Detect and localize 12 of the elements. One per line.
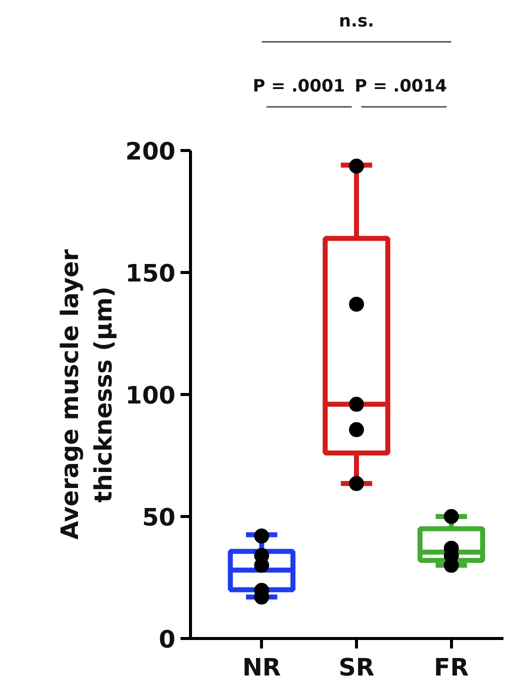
x-tick-label: SR: [338, 654, 374, 682]
text: P = .0001: [252, 76, 346, 96]
x-tick-label: NR: [242, 654, 281, 682]
text: n.s.: [338, 12, 374, 32]
y-tick-label: 200: [125, 138, 176, 166]
y-axis-title: Average muscle layer thicknesss (μm): [56, 249, 118, 540]
y-tick-label: 0: [158, 626, 176, 654]
x-tick-label: FR: [434, 654, 469, 682]
y-tick-label: 50: [142, 504, 176, 532]
text: P = .0014: [354, 76, 448, 96]
y-tick-label: 100: [125, 382, 176, 410]
y-tick-label: 150: [125, 260, 176, 288]
